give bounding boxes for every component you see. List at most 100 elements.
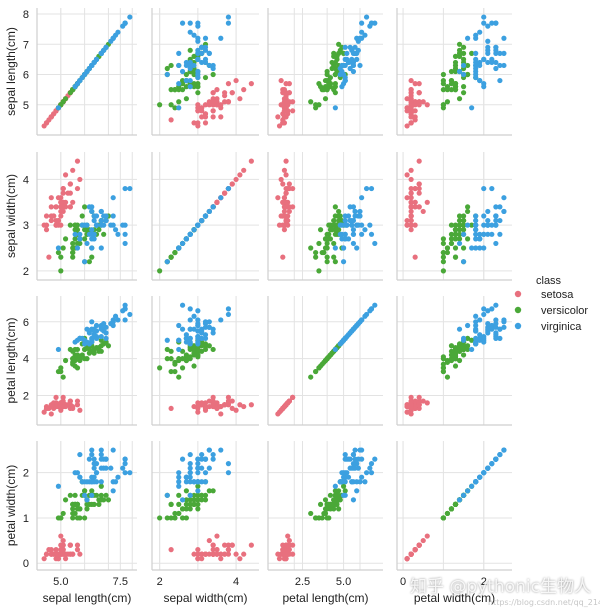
point-versicolor: [319, 87, 325, 93]
point-virginica: [489, 59, 495, 66]
point-versicolor: [98, 492, 104, 498]
point-virginica: [501, 208, 507, 215]
point-setosa: [206, 102, 212, 108]
point-virginica: [473, 322, 479, 329]
point-virginica: [183, 332, 189, 338]
point-versicolor: [58, 368, 64, 375]
ytick-label: 4: [23, 174, 29, 186]
point-virginica: [485, 330, 491, 336]
point-versicolor: [465, 62, 471, 69]
point-versicolor: [105, 343, 112, 349]
point-virginica: [481, 84, 487, 90]
point-versicolor: [62, 236, 69, 242]
point-setosa: [290, 551, 296, 557]
point-setosa: [58, 199, 64, 205]
point-virginica: [195, 322, 201, 329]
point-versicolor: [452, 245, 459, 251]
point-virginica: [489, 20, 495, 26]
point-virginica: [110, 213, 116, 219]
point-versicolor: [195, 492, 201, 498]
point-virginica: [473, 231, 479, 237]
point-versicolor: [84, 506, 90, 512]
point-virginica: [199, 465, 205, 471]
point-versicolor: [456, 53, 463, 59]
point-virginica: [485, 222, 491, 228]
point-virginica: [93, 222, 100, 228]
point-setosa: [210, 108, 216, 114]
point-versicolor: [460, 213, 467, 219]
point-versicolor: [452, 354, 459, 360]
point-setosa: [290, 108, 296, 114]
point-setosa: [281, 551, 288, 557]
point-virginica: [89, 451, 95, 458]
point-versicolor: [187, 497, 193, 503]
point-setosa: [404, 217, 410, 224]
point-virginica: [176, 474, 182, 480]
watermark-url: https://blog.csdn.net/qq_21478261: [488, 598, 600, 607]
point-virginica: [55, 245, 62, 251]
point-setosa: [222, 93, 228, 99]
point-virginica: [465, 222, 471, 228]
point-virginica: [98, 208, 104, 215]
point-setosa: [281, 547, 288, 553]
point-virginica: [218, 195, 224, 201]
point-virginica: [493, 321, 499, 327]
point-setosa: [218, 105, 224, 111]
xtick-label: 2: [481, 576, 487, 588]
point-setosa: [210, 90, 216, 96]
point-virginica: [82, 341, 88, 347]
point-virginica: [481, 56, 487, 63]
point-versicolor: [84, 345, 90, 351]
point-virginica: [340, 259, 347, 265]
point-virginica: [362, 227, 368, 233]
point-virginica: [202, 470, 209, 476]
point-setosa: [416, 158, 422, 164]
point-virginica: [497, 335, 503, 341]
point-setosa: [408, 93, 414, 99]
point-virginica: [199, 451, 205, 458]
point-virginica: [352, 324, 358, 330]
point-versicolor: [331, 87, 337, 93]
point-virginica: [355, 321, 361, 327]
point-versicolor: [440, 236, 446, 242]
point-versicolor: [98, 343, 104, 349]
point-setosa: [43, 222, 50, 228]
point-virginica: [183, 62, 189, 69]
point-versicolor: [319, 361, 325, 367]
point-versicolor: [86, 350, 92, 356]
point-setosa: [281, 227, 288, 233]
point-virginica: [342, 217, 348, 224]
point-setosa: [214, 551, 220, 557]
point-virginica: [493, 324, 499, 330]
point-virginica: [98, 50, 104, 56]
point-virginica: [481, 339, 487, 345]
point-setosa: [41, 409, 47, 415]
point-setosa: [276, 556, 283, 562]
point-virginica: [363, 470, 370, 476]
point-virginica: [347, 204, 353, 210]
point-virginica: [477, 231, 483, 237]
point-versicolor: [187, 501, 193, 507]
point-virginica: [456, 326, 463, 332]
point-virginica: [195, 470, 201, 476]
point-virginica: [199, 326, 205, 332]
point-setosa: [214, 547, 220, 553]
point-virginica: [127, 185, 133, 192]
point-virginica: [72, 231, 78, 237]
point-versicolor: [448, 68, 455, 75]
point-setosa: [53, 394, 59, 400]
point-virginica: [473, 59, 479, 66]
point-versicolor: [202, 492, 209, 498]
point-virginica: [89, 492, 95, 498]
point-virginica: [473, 217, 479, 224]
point-virginica: [489, 185, 495, 192]
ytick-label: 5: [23, 100, 29, 112]
point-versicolor: [89, 488, 95, 494]
point-versicolor: [456, 47, 463, 53]
point-virginica: [372, 456, 378, 462]
point-versicolor: [164, 356, 170, 362]
point-versicolor: [327, 236, 334, 242]
point-versicolor: [326, 231, 332, 237]
point-versicolor: [440, 268, 446, 274]
legend-label-virginica: virginica: [541, 321, 582, 333]
